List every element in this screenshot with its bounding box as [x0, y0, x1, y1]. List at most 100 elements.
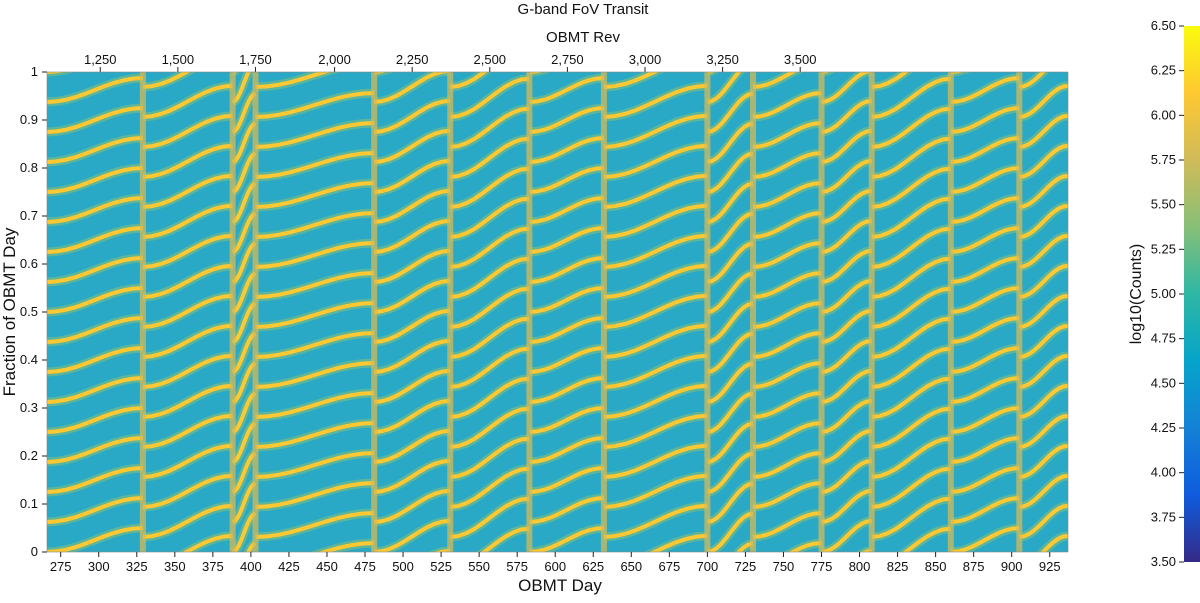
stripe [603, 233, 708, 269]
stripe [707, 421, 754, 464]
stripe [47, 256, 144, 284]
stripe [821, 72, 830, 74]
chart-title: G-band FoV Transit [518, 1, 650, 18]
stripe [871, 72, 910, 89]
stripe [950, 346, 1020, 374]
stripe [752, 121, 822, 149]
stripe [373, 458, 451, 494]
stripe [821, 278, 873, 314]
stripe [1018, 173, 1068, 209]
stripe [47, 496, 144, 524]
stripe [950, 436, 1020, 464]
stripe [603, 503, 708, 539]
heatmap-stripes [47, 3, 1068, 598]
stripe [255, 421, 375, 449]
stripe [950, 72, 964, 74]
stripe [529, 436, 605, 464]
stripe [753, 3, 822, 27]
stripe [317, 541, 375, 552]
colorbar-tick-label: 4.75 [1151, 331, 1176, 346]
x2-axis-label: OBMT Rev [546, 29, 620, 46]
stripe [950, 316, 1020, 344]
x-tick-label: 875 [963, 559, 985, 574]
stripe [821, 488, 873, 524]
y-tick-label: 0.9 [20, 112, 38, 127]
stripe [231, 391, 257, 434]
stripe [950, 166, 1020, 194]
stripe [373, 158, 451, 194]
stripe [872, 19, 951, 57]
x-tick-label: 725 [735, 559, 757, 574]
stripe [1018, 503, 1068, 539]
x-tick-label: 500 [392, 559, 414, 574]
stripe [821, 458, 873, 494]
stripe [255, 121, 375, 149]
x2-tick-label: 1,750 [239, 52, 272, 67]
stripe [821, 338, 873, 374]
stripe [871, 196, 952, 239]
band-seam [1016, 72, 1023, 552]
x-tick-label: 850 [925, 559, 947, 574]
stripe [707, 121, 754, 164]
stripe-halo [604, 566, 708, 597]
stripe [47, 76, 144, 104]
stripe [752, 331, 822, 359]
x-tick-label: 475 [354, 559, 376, 574]
x-tick-label: 675 [658, 559, 680, 574]
stripe [142, 293, 233, 329]
x2-tick-label: 1,500 [162, 52, 195, 67]
x-tick-label: 750 [773, 559, 795, 574]
stripe [142, 353, 233, 389]
stripe [821, 368, 873, 404]
stripe [871, 286, 952, 329]
band-seam [600, 72, 607, 552]
stripe [47, 376, 144, 404]
stripe [822, 11, 872, 42]
stripe [529, 346, 605, 374]
stripe [871, 376, 952, 419]
stripe [449, 136, 530, 179]
stripe [752, 421, 822, 449]
stripe [950, 496, 1020, 524]
x-tick-label: 525 [430, 559, 452, 574]
stripe [449, 406, 530, 449]
y-tick-label: 0.4 [20, 352, 38, 367]
stripe [821, 308, 873, 344]
colorbar-tick-label: 6.50 [1151, 18, 1176, 33]
stripe [255, 361, 375, 389]
stripe [142, 413, 233, 449]
band-seam [526, 72, 533, 552]
band-seam [229, 72, 236, 552]
band-seam [947, 72, 954, 552]
stripe [871, 406, 952, 449]
y-tick-label: 0.3 [20, 400, 38, 415]
x2-axis-ticks: 1,250 1,500 1,750 2,000 2,250 2,500 2,750 3,000… [84, 52, 816, 72]
stripe [1040, 533, 1068, 552]
x-axis-ticks: 275 300 325 350 375 400 425 450 475 500 525 550 575 6… [50, 552, 1061, 574]
stripe [821, 518, 873, 552]
x-tick-label: 275 [50, 559, 72, 574]
stripe-halo [47, 18, 143, 42]
stripe [47, 316, 144, 344]
stripe [529, 196, 605, 224]
stripe [752, 451, 822, 479]
stripe [373, 188, 451, 224]
stripe [529, 256, 605, 284]
stripe [233, 4, 256, 42]
stripe [231, 72, 251, 104]
stripe [449, 346, 530, 389]
colorbar-label: log10(Counts) [1128, 244, 1145, 345]
stripe [374, 581, 450, 598]
stripe [707, 481, 754, 524]
stripe [821, 218, 873, 254]
x-tick-label: 700 [697, 559, 719, 574]
y-tick-label: 0.7 [20, 208, 38, 223]
stripe [707, 451, 754, 494]
stripe [231, 511, 257, 552]
stripe [449, 376, 530, 419]
stripe [47, 406, 144, 434]
stripe [707, 574, 753, 598]
stripe [871, 256, 952, 299]
x-tick-label: 900 [1001, 559, 1023, 574]
